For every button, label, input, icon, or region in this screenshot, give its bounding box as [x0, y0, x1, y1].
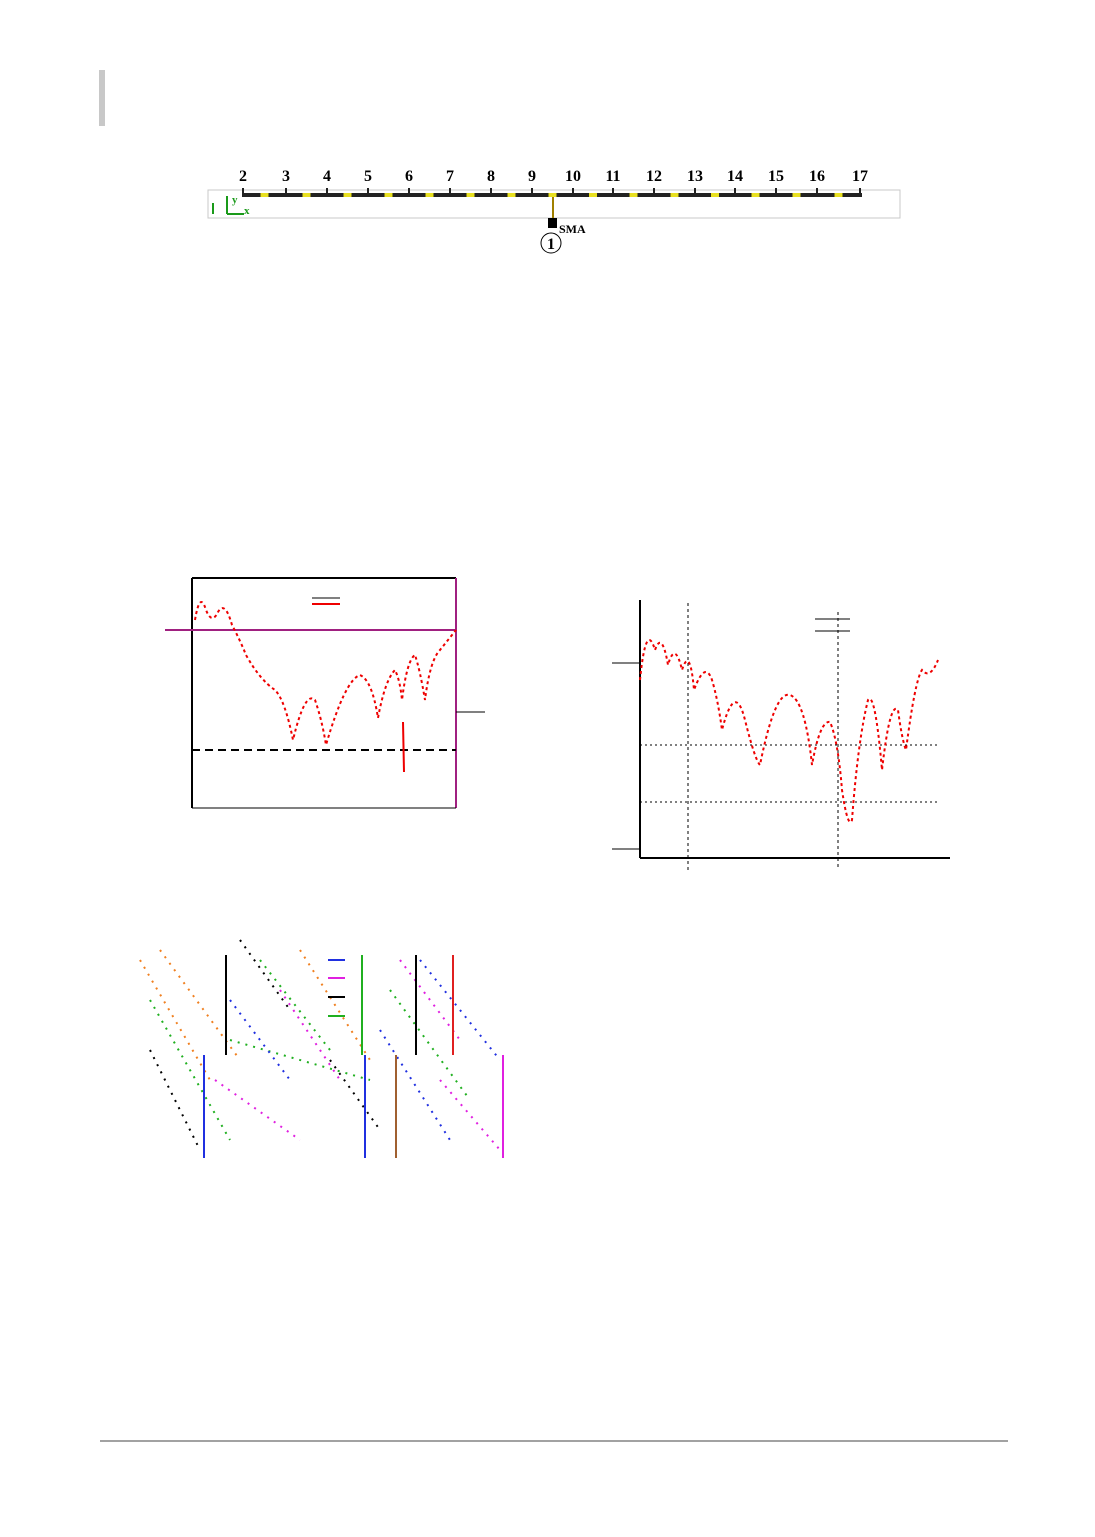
figure-2 — [612, 600, 950, 870]
line-segment — [548, 193, 557, 197]
line-segment — [711, 193, 719, 197]
line-segment — [302, 193, 311, 197]
line-segment — [589, 193, 597, 197]
figure-3 — [139, 939, 501, 1151]
axis-x-label: x — [244, 205, 250, 217]
line-segment — [260, 193, 269, 197]
line-segment — [466, 193, 475, 197]
line-segment — [834, 193, 843, 197]
node-label: 2 — [239, 168, 247, 185]
figure-3-lines — [203, 955, 504, 1158]
node-label: 7 — [446, 168, 454, 185]
line-segment — [507, 193, 516, 197]
line-segment — [343, 193, 352, 197]
node-label: 13 — [687, 168, 703, 185]
node-label: 10 — [565, 168, 581, 185]
node-label: 12 — [646, 168, 662, 185]
port-group: 2 3 4 5 6 7 8 9 10 11 12 13 14 15 16 17 — [239, 168, 868, 197]
node-label: 6 — [405, 168, 413, 185]
port-number: 1 — [547, 236, 555, 253]
margin-bar — [99, 70, 105, 126]
node-label: 8 — [487, 168, 495, 185]
line-segment — [751, 193, 760, 197]
port-circle — [540, 232, 562, 254]
line-segment — [629, 193, 638, 197]
axis-icon — [212, 196, 244, 215]
node-label: 15 — [768, 168, 784, 185]
node-label: 4 — [323, 168, 331, 185]
node-label: 14 — [727, 168, 743, 185]
line-segment — [670, 193, 679, 197]
node-label: 16 — [809, 168, 825, 185]
line-segment — [792, 193, 801, 197]
node-label: 11 — [605, 168, 620, 185]
line-segment — [384, 193, 393, 197]
axis-y-label: y — [232, 194, 238, 206]
port-connector — [548, 218, 557, 228]
line-segment — [425, 193, 434, 197]
figure-1 — [165, 577, 485, 809]
node-label: 17 — [852, 168, 868, 185]
node-label: 3 — [282, 168, 290, 185]
node-label: 5 — [364, 168, 372, 185]
node-label: 9 — [528, 168, 536, 185]
port-name: SMA — [559, 222, 586, 236]
